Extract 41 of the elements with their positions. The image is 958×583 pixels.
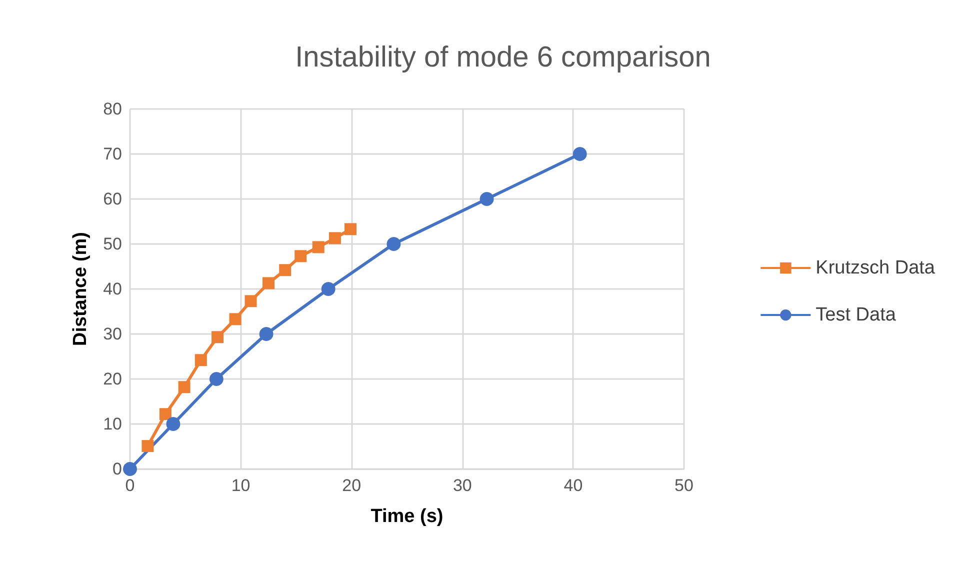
y-tick-label: 50 <box>103 234 122 254</box>
point <box>212 331 224 344</box>
y-tick-label: 10 <box>103 414 122 434</box>
point <box>262 277 274 290</box>
point <box>279 264 292 276</box>
point <box>312 241 324 254</box>
point <box>194 354 207 366</box>
point <box>328 232 341 244</box>
x-axis-title: Time (s) <box>370 506 444 527</box>
point <box>178 381 190 394</box>
point <box>142 440 154 452</box>
point <box>209 372 224 386</box>
y-tick-label: 70 <box>103 144 122 164</box>
y-tick-label: 0 <box>112 460 122 478</box>
legend-label: Test Data <box>816 304 896 326</box>
x-tick-label: 0 <box>125 476 135 495</box>
point <box>294 250 307 262</box>
point <box>572 147 587 161</box>
x-tick-label: 30 <box>452 476 472 495</box>
point <box>480 192 494 206</box>
x-tick-label: 10 <box>231 476 250 495</box>
point <box>159 408 172 420</box>
x-tick-label: 50 <box>674 476 694 495</box>
chart-title: Instability of mode 6 comparison <box>295 42 711 74</box>
point <box>244 295 257 308</box>
y-tick-label: 30 <box>103 324 122 344</box>
point <box>321 282 336 296</box>
y-tick-label: 60 <box>103 190 122 208</box>
point <box>259 327 274 341</box>
x-tick-label: 40 <box>564 476 583 495</box>
point <box>344 223 356 236</box>
y-axis-title: Distance (m) <box>70 232 91 346</box>
point <box>386 237 401 251</box>
x-tick-label: 20 <box>342 476 362 495</box>
y-tick-label: 20 <box>103 370 122 388</box>
point <box>166 417 180 431</box>
point <box>229 313 242 326</box>
legend-label: Krutzsch Data <box>816 258 936 278</box>
y-tick-label: 80 <box>103 100 122 118</box>
point <box>123 462 137 476</box>
y-tick-label: 40 <box>103 280 122 298</box>
